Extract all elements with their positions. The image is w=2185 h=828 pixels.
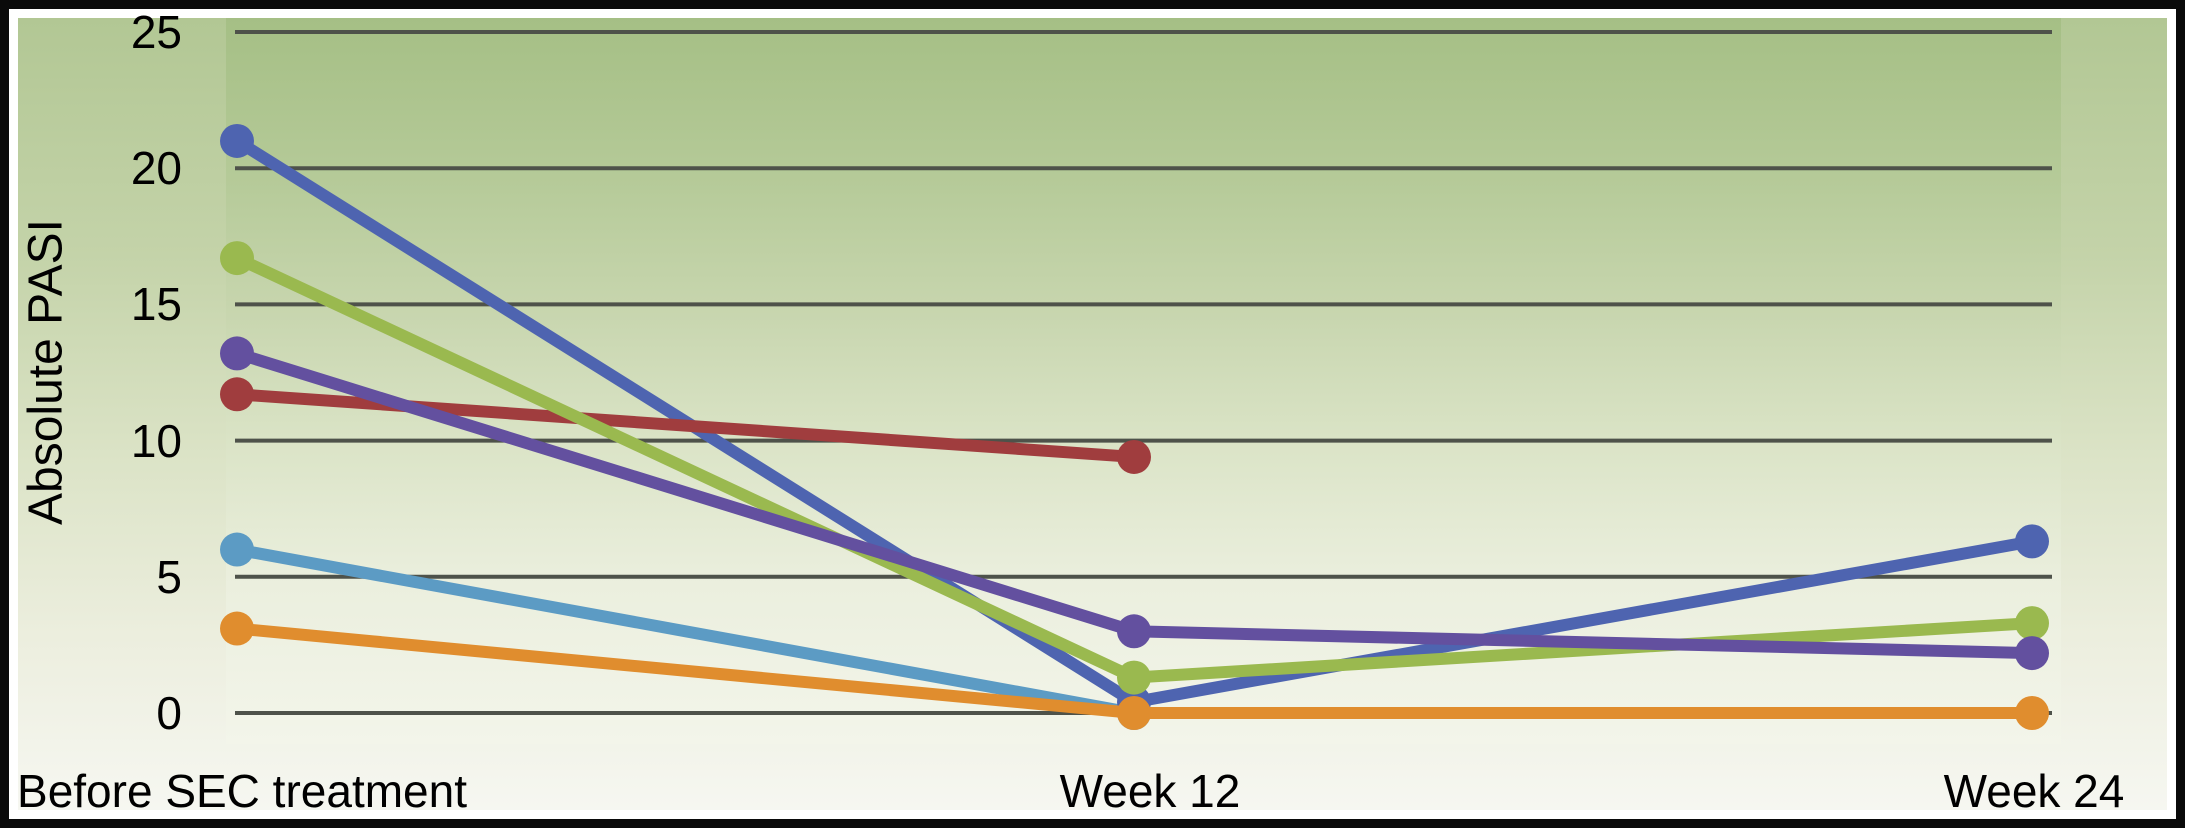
data-point [2015, 636, 2049, 671]
y-axis-title: Absolute PASI [19, 219, 73, 525]
data-point [1117, 660, 1151, 695]
series-line [231, 543, 1140, 719]
y-axis-tick-label: 0 [156, 687, 182, 739]
x-axis-label-week24: Week 24 [1943, 765, 2125, 817]
data-point [220, 532, 254, 567]
data-point [2015, 524, 2049, 559]
data-point [220, 336, 254, 371]
series-line [231, 347, 2038, 660]
y-axis-tick-label: 15 [130, 278, 182, 330]
data-point [1117, 614, 1151, 649]
data-point [220, 241, 254, 276]
data-point [2015, 606, 2049, 641]
data-point [1117, 696, 1151, 730]
series-patient-purple [220, 336, 2049, 671]
series-line [231, 388, 1140, 463]
data-point [220, 123, 254, 158]
data-point [220, 611, 254, 646]
series-patient-orange [220, 611, 2049, 730]
data-point [2015, 696, 2049, 730]
y-axis-tick-label: 5 [156, 551, 182, 603]
data-point [220, 377, 254, 412]
data-point [1117, 439, 1151, 474]
y-axis-tick-label: 20 [130, 142, 182, 194]
x-axis-label-week12: Week 12 [1059, 765, 1241, 817]
y-axis-tick-label: 10 [130, 415, 182, 467]
y-axis-tick-label: 25 [130, 6, 182, 58]
x-axis-label-baseline: Before SEC treatment [17, 765, 467, 817]
